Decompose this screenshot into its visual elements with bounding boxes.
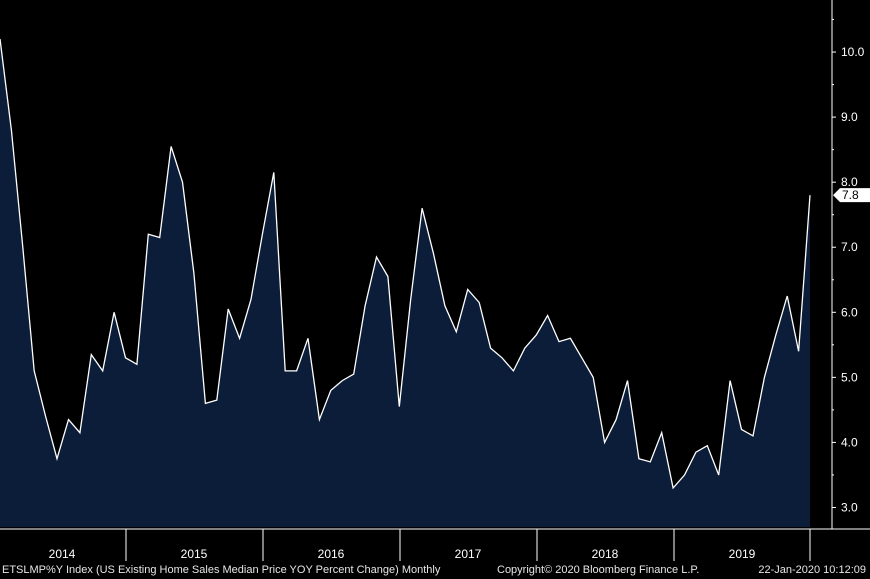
x-tick-label: 2014	[49, 547, 76, 561]
y-tick-label: 5.0	[841, 370, 858, 384]
label-layer: 3.0 4.0 5.0 6.0 7.0 8.0 9.0 10.0 7.8 2014 2015 2016…	[49, 45, 870, 561]
y-tick-label: 9.0	[841, 110, 858, 124]
y-tick-label: 10.0	[841, 45, 865, 59]
y-tick-label: 7.0	[841, 240, 858, 254]
x-tick-label: 2018	[592, 547, 619, 561]
y-tick-label: 3.0	[841, 500, 858, 514]
y-tick-label: 4.0	[841, 435, 858, 449]
x-tick-label: 2016	[318, 547, 345, 561]
footer: ETSLMP%Y Index (US Existing Home Sales M…	[0, 563, 870, 579]
series-line	[0, 38, 811, 490]
last-value-label: 7.8	[842, 188, 859, 202]
series-area	[0, 39, 810, 527]
area-layer	[0, 38, 811, 527]
y-tick-label: 8.0	[841, 175, 858, 189]
axis-layer	[0, 0, 870, 561]
last-value-callout	[833, 188, 870, 203]
footer-timestamp: 22-Jan-2020 10:12:09	[758, 564, 866, 576]
x-tick-label: 2017	[455, 547, 482, 561]
footer-copyright: Copyright© 2020 Bloomberg Finance L.P.	[497, 564, 700, 576]
x-tick-label: 2019	[729, 547, 756, 561]
y-tick-label: 6.0	[841, 305, 858, 319]
x-tick-label: 2015	[181, 547, 208, 561]
footer-title: ETSLMP%Y Index (US Existing Home Sales M…	[2, 564, 441, 576]
